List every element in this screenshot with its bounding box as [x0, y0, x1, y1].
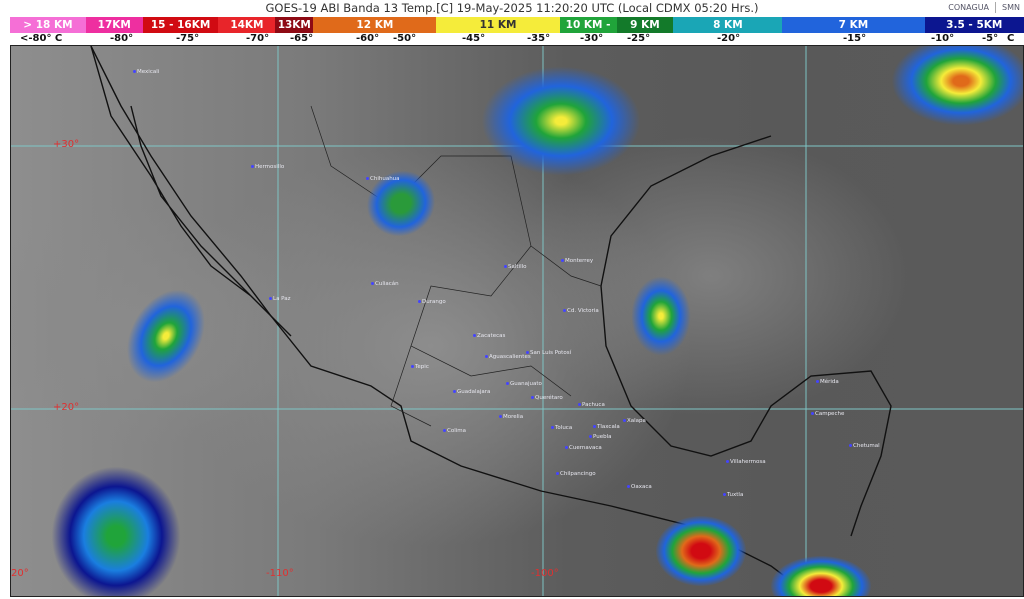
city-label: Tlaxcala [593, 424, 620, 430]
city-label: Puebla [589, 434, 611, 440]
temperature-tick: -15° [843, 33, 867, 44]
lon-label-100: -100° [531, 568, 559, 579]
legend-band: 9 KM [616, 17, 674, 33]
city-label: Guadalajara [453, 389, 490, 395]
temperature-tick: -25° [627, 33, 651, 44]
city-label: Cuernavaca [565, 445, 602, 451]
city-label: Chilpancingo [556, 471, 596, 477]
temperature-tick: -65° [290, 33, 314, 44]
city-label: Tuxtla [723, 492, 743, 498]
lon-label-110: -110° [266, 568, 294, 579]
city-label: Guanajuato [506, 381, 542, 387]
conagua-logo: CONAGUA [948, 3, 990, 12]
legend-band: 14KM [218, 17, 276, 33]
legend-band: 11 KM [436, 17, 560, 33]
cloud-cluster-pacific-south [51, 466, 181, 596]
city-label: Xalapa [623, 418, 646, 424]
cloud-cluster-guatemala [656, 516, 746, 586]
legend-band: 8 KM [673, 17, 783, 33]
city-label: Tepic [411, 364, 429, 370]
temperature-tick: <-80° C [20, 33, 63, 44]
city-label: Toluca [551, 425, 572, 431]
logos: CONAGUA SMN [948, 2, 1020, 13]
temperature-tick: -5° [982, 33, 999, 44]
cloud-cluster-northeast [891, 46, 1023, 126]
city-label: Mérida [816, 379, 839, 385]
city-label: Chetumal [849, 443, 880, 449]
temperature-tick: C [1007, 33, 1015, 44]
temperature-tick: -50° [393, 33, 417, 44]
city-label: Campeche [811, 411, 844, 417]
city-label: Oaxaca [627, 484, 652, 490]
legend-band: 15 - 16KM [142, 17, 219, 33]
cloud-cluster-gulf [631, 276, 691, 356]
city-label: Colima [443, 428, 466, 434]
city-label: Hermosillo [251, 164, 284, 170]
cloud-cluster-central-america [771, 556, 871, 596]
temperature-tick: -70° [246, 33, 270, 44]
cloud-cluster-texas [481, 66, 641, 176]
city-label: La Paz [269, 296, 291, 302]
city-label: Cd. Victoria [563, 308, 599, 314]
temperature-tick: -30° [580, 33, 604, 44]
coastline-gulf [600, 135, 892, 537]
city-label: Chihuahua [366, 176, 400, 182]
satellite-map: +30° +20° -120° -110° -100° Mexicali Herm… [10, 45, 1024, 597]
city-label: Morelia [499, 414, 523, 420]
lat-label-30: +30° [53, 139, 80, 150]
city-label: Mexicali [133, 69, 159, 75]
legend-band: 3.5 - 5KM [924, 17, 1024, 33]
city-label: Saltillo [504, 264, 527, 270]
legend-band: 7 KM [782, 17, 925, 33]
smn-logo: SMN [1002, 3, 1020, 12]
city-label: Querétaro [531, 395, 563, 401]
city-label: Monterrey [561, 258, 593, 264]
temperature-tick: -80° [110, 33, 134, 44]
image-title: GOES-19 ABI Banda 13 Temp.[C] 19-May-202… [265, 1, 759, 15]
lat-label-20: +20° [53, 402, 80, 413]
lon-label-120: -120° [10, 568, 29, 579]
legend-band: 12 KM [313, 17, 437, 33]
color-scale-legend: > 18 KM 17KM 15 - 16KM 14KM 13KM 12 KM 11 KM 10… [10, 17, 1024, 33]
city-label: Aguascalientes [485, 354, 531, 360]
temperature-tick: -60° [356, 33, 380, 44]
city-label: Pachuca [578, 402, 605, 408]
legend-band: 17KM [85, 17, 143, 33]
temperature-scale: <-80° C -80° -75° -70° -65° -60° -50° -45° -35° -… [0, 33, 1024, 45]
temperature-tick: -10° [931, 33, 955, 44]
city-label: San Luis Potosí [526, 350, 571, 356]
coastline-baja [90, 46, 292, 337]
city-label: Villahermosa [726, 459, 766, 465]
temperature-tick: -45° [462, 33, 486, 44]
temperature-tick: -75° [176, 33, 200, 44]
city-label: Culiacán [371, 281, 399, 287]
temperature-tick: -20° [717, 33, 741, 44]
temperature-tick: -35° [527, 33, 551, 44]
legend-band: 10 KM - [559, 17, 617, 33]
legend-band: 13KM [275, 17, 314, 33]
city-label: Durango [418, 299, 446, 305]
legend-band: > 18 KM [10, 17, 86, 33]
city-label: Zacatecas [473, 333, 505, 339]
logo-divider [995, 2, 997, 13]
